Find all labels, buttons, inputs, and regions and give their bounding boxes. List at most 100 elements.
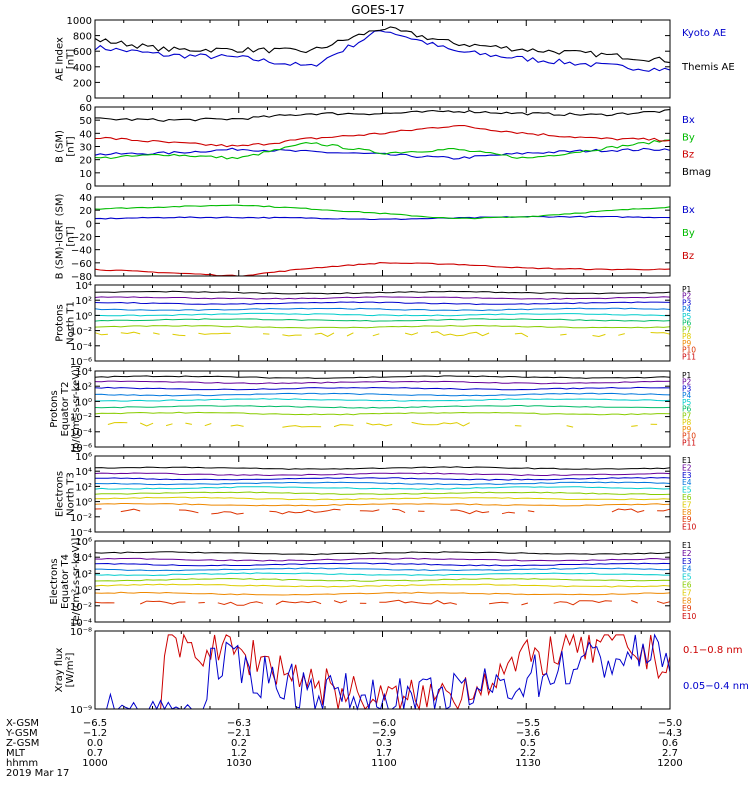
legend-entry: E1: [682, 456, 692, 465]
panel-5: 10⁴ 10² 10⁰ 10⁻² 10⁻⁴ 10⁻⁶ Protons Equator T2 [p…: [49, 365, 696, 454]
flux-channel-line: [108, 422, 670, 427]
flux-channel-line: [94, 476, 671, 481]
flux-channel-line: [94, 392, 671, 397]
legend-entry: E6: [682, 493, 692, 502]
legend-entry: E1: [682, 541, 692, 550]
flux-channel-line: [94, 503, 671, 507]
footer-value: 1100: [371, 758, 396, 769]
y-tick-label: 20: [79, 206, 92, 217]
plot-title: GOES-17: [351, 3, 405, 17]
y-tick-label: −20: [71, 233, 92, 244]
flux-channel-line: [94, 557, 671, 562]
y-tick-label: 10⁴: [75, 553, 92, 564]
series-line: [94, 139, 671, 160]
xray-series-line: [95, 633, 671, 711]
y-axis-label: Electrons: [49, 558, 60, 604]
y-tick-label: 10⁻⁸: [70, 627, 92, 638]
y-tick-label: 10⁻⁴: [70, 618, 92, 629]
footer-row-label: hhmm: [6, 758, 38, 769]
flux-channel-line: [94, 466, 671, 470]
flux-channel-line: [94, 375, 671, 379]
flux-channel-line: [94, 583, 671, 588]
y-tick-label: 20: [79, 156, 92, 167]
legend-entry: E6: [682, 581, 692, 590]
y-tick-label: 10⁻²: [70, 513, 92, 524]
y-axis-label: [nT]: [66, 226, 77, 246]
y-tick-label: 10⁰: [75, 397, 92, 408]
legend-entry: E9: [682, 515, 692, 524]
footer-value: 0.7: [87, 748, 103, 759]
y-axis-label: [W/m²]: [65, 652, 76, 687]
flux-channel-line: [94, 572, 670, 577]
legend-entry: P8: [682, 418, 692, 427]
flux-channel-line: [95, 312, 671, 317]
legend-entry: P2: [682, 292, 692, 301]
series-line: [94, 30, 671, 72]
y-axis-label: [e/(cm²-s-sr-keV)]: [71, 538, 82, 626]
y-tick-label: 10⁶: [75, 537, 92, 548]
footer-value: 2.2: [520, 748, 536, 759]
footer-value: 0.3: [376, 738, 392, 749]
footer-row-label: 2019 Mar 17: [6, 768, 69, 779]
y-tick-label: 10⁰: [75, 311, 92, 322]
flux-channel-line: [94, 386, 671, 391]
y-tick-label: 10⁶: [75, 452, 92, 463]
flux-channel-line: [94, 562, 671, 567]
y-axis-label: Equator T2: [60, 382, 71, 437]
flux-channel-line: [94, 577, 671, 582]
footer-value: −3.6: [516, 728, 540, 739]
y-tick-label: 0: [86, 94, 92, 105]
y-tick-label: 40: [79, 129, 92, 140]
flux-channel-line: [94, 472, 671, 477]
legend-entry: Bz: [682, 150, 694, 161]
flux-channel-line: [94, 486, 671, 490]
legend-entry: E4: [682, 478, 692, 487]
y-tick-label: 400: [73, 63, 92, 74]
y-tick-label: 10⁻⁴: [70, 528, 92, 539]
series-line: [94, 204, 671, 220]
panel-frame: [94, 106, 671, 187]
panel-3: 40 20 0 −20 −40 −60 −80 B (SM)-IGRF (SM) [nT] Bx B…: [55, 193, 695, 283]
y-tick-label: 30: [79, 143, 92, 154]
flux-channel-line: [94, 508, 671, 515]
y-tick-label: 10⁻⁹: [70, 705, 92, 716]
footer-value: −6.5: [83, 718, 107, 729]
flux-channel-line: [94, 301, 671, 306]
legend-entry: 0.1−0.8 nm: [683, 645, 742, 656]
legend-entry: 0.05−0.4 nm: [683, 681, 749, 692]
legend-entry: P3: [682, 298, 692, 307]
footer-value: 0.0: [87, 738, 103, 749]
series-line: [94, 262, 671, 277]
footer-value: 0.5: [520, 738, 536, 749]
y-tick-label: 800: [73, 32, 92, 43]
y-axis-label: [nT]: [66, 49, 77, 69]
footer-value: 1.7: [376, 748, 392, 759]
footer-value: −1.2: [83, 728, 107, 739]
legend-entry: E9: [682, 604, 692, 613]
y-tick-label: 10⁻⁶: [70, 443, 92, 454]
y-axis-label: Equator T4: [60, 554, 71, 609]
legend-entry: P7: [682, 411, 692, 420]
footer-row-label: X-GSM: [6, 718, 39, 729]
footer-value: −4.3: [658, 728, 682, 739]
footer-value: 1.2: [231, 748, 247, 759]
footer-value: 2.7: [662, 748, 678, 759]
legend-entry: P3: [682, 384, 692, 393]
y-tick-label: 10⁻²: [70, 327, 92, 338]
legend-entry: E2: [682, 549, 692, 558]
series-line: [94, 26, 671, 64]
y-tick-label: 10⁰: [75, 586, 92, 597]
legend-entry: E7: [682, 500, 692, 509]
panel-8: 10⁻⁸ 10⁻⁹ Xray flux [W/m²] 0.1−0.8 nm 0.05−0.…: [54, 627, 749, 716]
flux-channel-line: [95, 567, 671, 572]
series-line: [95, 109, 671, 122]
legend-entry: E5: [682, 486, 692, 495]
legend-entry: P6: [682, 405, 692, 414]
y-tick-label: 50: [79, 116, 92, 127]
footer-row-label: Z-GSM: [6, 738, 39, 749]
y-tick-label: 10²: [75, 382, 92, 393]
y-tick-label: −40: [71, 246, 92, 257]
legend-entry: P1: [682, 285, 692, 294]
